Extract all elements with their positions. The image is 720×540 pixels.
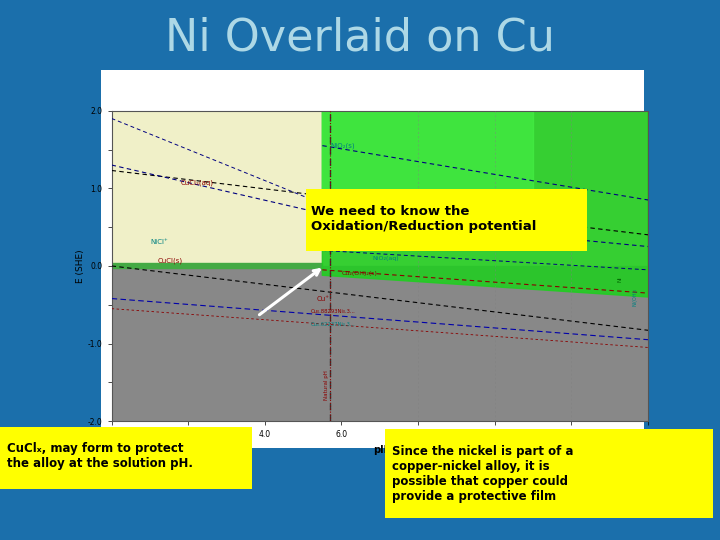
- Text: Cu₀.88293Ni₀.3...: Cu₀.88293Ni₀.3...: [311, 308, 356, 314]
- Text: Cu₂(OH)₂(s): Cu₂(OH)₂(s): [341, 271, 377, 276]
- Y-axis label: E (SHE): E (SHE): [76, 249, 85, 283]
- Text: Ni Overlaid on Cu: Ni Overlaid on Cu: [165, 16, 555, 59]
- Text: We need to know the
Oxidation/Reduction potential: We need to know the Oxidation/Reduction …: [311, 205, 536, 233]
- Text: Cu⁺: Cu⁺: [317, 296, 330, 302]
- X-axis label: pII: pII: [373, 445, 387, 455]
- Bar: [112, 266, 648, 421]
- Text: Cu(OH): Cu(OH): [518, 224, 523, 244]
- Text: NiO₂(aq): NiO₂(aq): [372, 256, 399, 261]
- Text: Natural pH: Natural pH: [324, 370, 329, 401]
- Text: Since the nickel is part of a
copper-nickel alloy, it is
possible that copper co: Since the nickel is part of a copper-nic…: [392, 445, 574, 503]
- Text: Ni₃O₄(s): Ni₃O₄(s): [349, 226, 377, 233]
- Text: NiO₂(s): NiO₂(s): [330, 143, 355, 150]
- Polygon shape: [323, 111, 648, 297]
- Text: CuCl(s): CuCl(s): [158, 258, 183, 265]
- Text: NiCl⁺: NiCl⁺: [150, 239, 168, 245]
- Text: CuC: CuC: [552, 233, 557, 244]
- Text: CuClₓ, may form to protect
the alloy at the solution pH.: CuClₓ, may form to protect the alloy at …: [7, 442, 193, 470]
- Bar: [112, 111, 648, 266]
- Text: Ni: Ni: [617, 277, 622, 282]
- Bar: [112, 263, 323, 267]
- Text: CuCl₂(aq): CuCl₂(aq): [181, 179, 214, 186]
- Text: Cu₀.62237Ni₀.3...: Cu₀.62237Ni₀.3...: [311, 322, 356, 327]
- Text: Ni(OH)₂: Ni(OH)₂: [633, 287, 638, 306]
- Polygon shape: [323, 111, 533, 208]
